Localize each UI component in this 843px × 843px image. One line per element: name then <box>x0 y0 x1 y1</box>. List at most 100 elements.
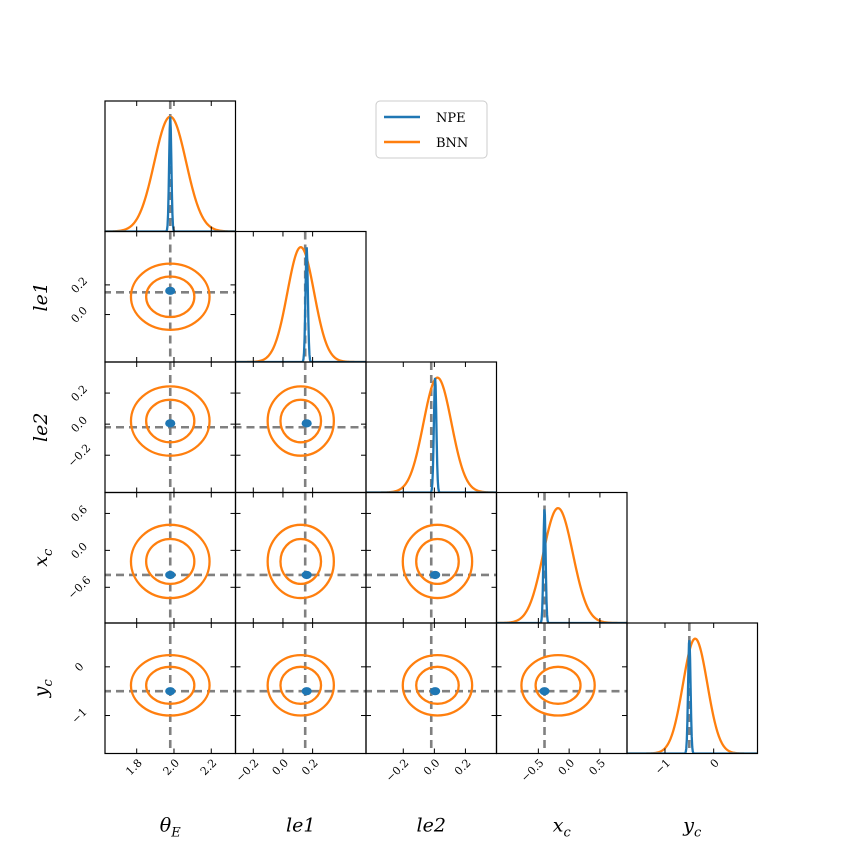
bnn-contour-2 <box>266 523 335 600</box>
y-tick-label-yc: 0 <box>72 660 86 674</box>
panel-le2-xc <box>366 492 497 623</box>
y-tick-label-yc: −1 <box>69 706 90 727</box>
y-axis-label-xc: xc <box>30 548 56 567</box>
panel-le1-yc <box>235 623 366 754</box>
npe-contour <box>165 419 176 428</box>
y-axis-label-yc: yc <box>30 679 56 699</box>
y-tick-label-le2: 0.0 <box>69 414 91 436</box>
panel-le1-le2 <box>235 362 366 493</box>
bnn-contour-2 <box>266 653 335 717</box>
panel-le1-xc <box>235 492 366 623</box>
panel-xc-yc <box>496 623 627 754</box>
npe-contour <box>301 570 312 580</box>
x-tick-label-le1: 0.0 <box>270 756 292 778</box>
legend-box <box>375 100 488 159</box>
x-tick-label-yc: −1 <box>652 756 673 777</box>
panel-yc-yc <box>627 623 758 754</box>
bnn-contour-2 <box>129 385 211 457</box>
y-axis-label-subscript: c <box>41 679 56 687</box>
bnn-contour-1 <box>145 398 196 444</box>
bnn-contour-1 <box>145 537 196 586</box>
panel-frame <box>234 622 367 755</box>
x-axis-label-subscript: c <box>694 826 702 841</box>
panels: 1.8 2.0 2.2 θE −0.2 0.0 0.2 le1 −0.2 0.0 0.2 le2 −0.… <box>30 100 759 841</box>
bnn-contour-1 <box>279 398 323 444</box>
panel-thetaE-le1 <box>105 231 236 362</box>
panel-xc-xc <box>496 492 627 623</box>
panel-frame <box>626 622 759 755</box>
npe-contour <box>539 687 550 696</box>
npe-contour <box>430 687 441 696</box>
npe-contour <box>165 286 176 295</box>
x-tick-label-xc: 0.5 <box>586 756 608 778</box>
panel-le1-le1 <box>235 231 366 362</box>
legend-bnn-label: BNN <box>436 136 468 151</box>
panel-thetaE-yc <box>105 623 236 754</box>
panel-thetaE-thetaE <box>105 101 236 232</box>
npe-contour <box>165 687 176 696</box>
y-tick-label-xc: 0.0 <box>69 540 91 562</box>
marginal-curve-npe <box>496 509 627 623</box>
panel-thetaE-xc <box>105 492 236 623</box>
bnn-contour-2 <box>401 523 474 600</box>
y-axis-label-subscript: c <box>41 548 56 556</box>
x-axis-label-le2: le2 <box>417 815 446 837</box>
x-tick-label-le1: −0.2 <box>233 756 261 784</box>
y-tick-label-xc: −0.6 <box>65 574 93 602</box>
npe-contour <box>165 570 176 580</box>
bnn-contour-2 <box>129 523 211 600</box>
y-axis-label-le2: le2 <box>30 413 52 442</box>
bnn-contour-1 <box>279 665 323 705</box>
bnn-contour-1 <box>145 275 196 319</box>
panel-thetaE-le2 <box>105 362 236 493</box>
bnn-contour-2 <box>520 653 596 717</box>
x-axis-label-subscript: E <box>170 826 181 841</box>
x-axis-label-thetaE: θE <box>160 815 181 841</box>
x-tick-label-xc: −0.5 <box>518 756 546 784</box>
bnn-contour-1 <box>534 665 582 705</box>
x-tick-label-thetaE: 2.0 <box>161 756 183 778</box>
marginal-curve-bnn <box>235 245 366 362</box>
x-axis-label-xc: xc <box>553 815 572 841</box>
marginal-curve-bnn <box>496 506 627 623</box>
x-tick-label-thetaE: 1.8 <box>123 756 145 778</box>
npe-contour <box>301 419 312 428</box>
y-tick-label-le2: 0.2 <box>69 383 91 405</box>
x-tick-label-xc: 0.0 <box>556 756 578 778</box>
y-tick-label-xc: 0.6 <box>69 503 91 525</box>
panel-le2-le2 <box>366 362 497 493</box>
y-tick-label-le1: 0.0 <box>69 304 91 326</box>
npe-contour <box>430 570 441 580</box>
x-tick-label-le2: 0.0 <box>421 756 443 778</box>
panel-frame <box>495 622 628 755</box>
x-axis-label-le1: le1 <box>286 815 315 837</box>
x-axis-label-yc: yc <box>682 815 702 841</box>
y-tick-label-le1: 0.2 <box>69 274 91 296</box>
marginal-curve-npe <box>235 247 366 362</box>
x-tick-label-le1: 0.2 <box>299 756 321 778</box>
panel-frame <box>234 230 367 363</box>
bnn-contour-1 <box>415 537 460 586</box>
x-tick-label-thetaE: 2.2 <box>198 756 220 778</box>
y-axis-label-le1: le1 <box>30 282 52 311</box>
legend-npe-label: NPE <box>436 111 466 126</box>
bnn-contour-1 <box>145 665 196 705</box>
x-tick-label-le2: −0.2 <box>383 756 411 784</box>
x-tick-label-yc: 0 <box>708 756 722 770</box>
marginal-curve-npe <box>105 116 236 232</box>
bnn-contour-2 <box>401 653 474 717</box>
y-tick-label-le2: −0.2 <box>65 442 93 470</box>
legend: NPE BNN <box>375 100 488 159</box>
bnn-contour-2 <box>266 385 335 457</box>
x-tick-label-le2: 0.2 <box>452 756 474 778</box>
x-axis-label-subscript: c <box>563 826 571 841</box>
bnn-contour-2 <box>129 653 211 717</box>
panel-le2-yc <box>366 623 497 754</box>
marginal-curve-npe <box>366 377 497 493</box>
marginal-curve-npe <box>627 640 758 754</box>
npe-contour <box>301 687 312 696</box>
bnn-contour-2 <box>129 262 211 331</box>
bnn-contour-1 <box>279 537 323 586</box>
panel-frame <box>234 491 367 624</box>
